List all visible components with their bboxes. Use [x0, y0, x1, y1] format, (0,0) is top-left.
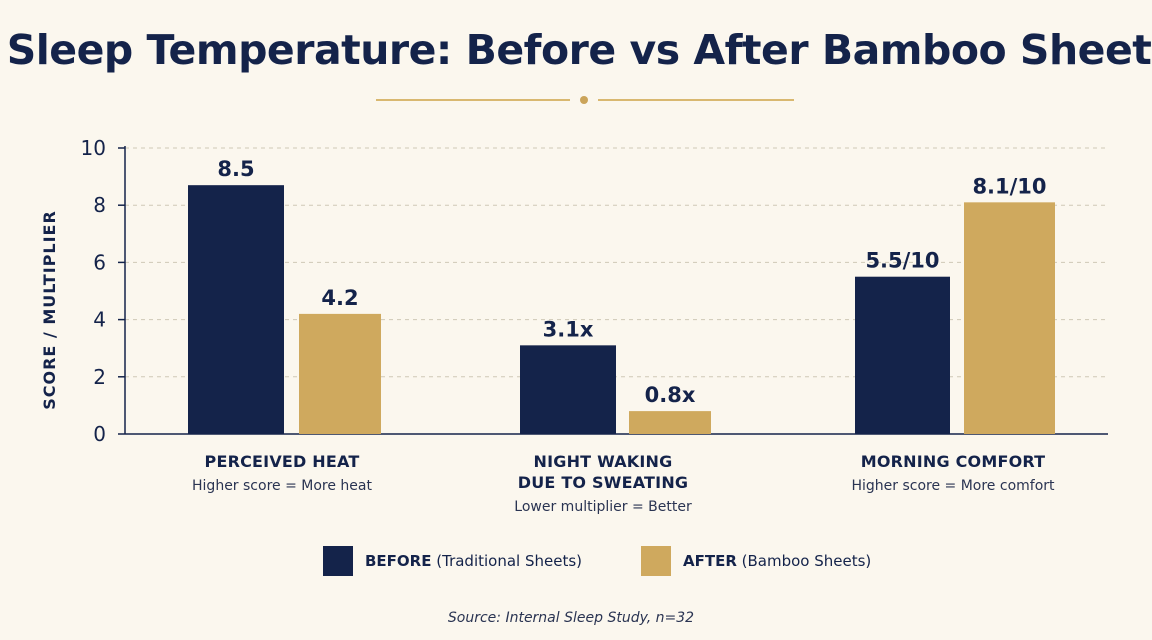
category-note: Higher score = More heat — [192, 478, 372, 494]
legend-item-before: BEFORE (Traditional Sheets) — [323, 546, 582, 576]
legend: BEFORE (Traditional Sheets) AFTER (Bambo… — [0, 546, 1152, 578]
divider-dot — [580, 96, 588, 104]
y-tick-label: 2 — [93, 365, 106, 389]
category-name: PERCEIVED HEAT — [204, 452, 360, 471]
divider-line-right — [598, 99, 794, 101]
y-tick-label: 10 — [81, 136, 106, 160]
data-label-after: 0.8x — [645, 383, 696, 407]
bar-before — [520, 345, 616, 434]
legend-label-after: AFTER (Bamboo Sheets) — [683, 552, 872, 570]
data-label-after: 4.2 — [321, 286, 358, 310]
y-tick-label: 4 — [93, 308, 106, 332]
legend-item-after: AFTER (Bamboo Sheets) — [641, 546, 871, 576]
category-label: NIGHT WAKING DUE TO SWEATING Lower multip… — [453, 451, 753, 517]
category-note: Lower multiplier = Better — [514, 499, 692, 515]
chart-title: Sleep Temperature: Before vs After Bambo… — [6, 26, 1152, 74]
category-label: PERCEIVED HEAT Higher score = More heat — [132, 451, 432, 496]
category-note: Higher score = More comfort — [851, 478, 1055, 494]
legend-swatch-before — [323, 546, 353, 576]
category-name: NIGHT WAKING DUE TO SWEATING — [517, 452, 689, 492]
bar-before — [188, 185, 284, 434]
legend-label-before: BEFORE (Traditional Sheets) — [365, 552, 583, 570]
bar-after — [964, 202, 1055, 434]
bar-after — [629, 411, 711, 434]
bar-after — [299, 313, 381, 434]
y-tick-label: 6 — [93, 250, 106, 274]
data-label-before: 8.5 — [217, 157, 254, 181]
y-axis-label: SCORE / MULTIPLIER — [40, 210, 59, 410]
y-tick-label: 8 — [93, 193, 106, 217]
legend-swatch-after — [641, 546, 671, 576]
y-tick-label: 0 — [93, 422, 106, 446]
title-divider — [376, 94, 794, 106]
divider-line-left — [376, 99, 570, 101]
data-label-after: 8.1/10 — [972, 174, 1046, 198]
category-name: MORNING COMFORT — [860, 452, 1046, 471]
category-label: MORNING COMFORT Higher score = More comfo… — [803, 451, 1103, 496]
data-label-before: 3.1x — [543, 317, 594, 341]
data-label-before: 5.5/10 — [865, 249, 939, 273]
source-note: Source: Internal Sleep Study, n=32 — [447, 610, 695, 626]
bar-before — [855, 276, 950, 434]
